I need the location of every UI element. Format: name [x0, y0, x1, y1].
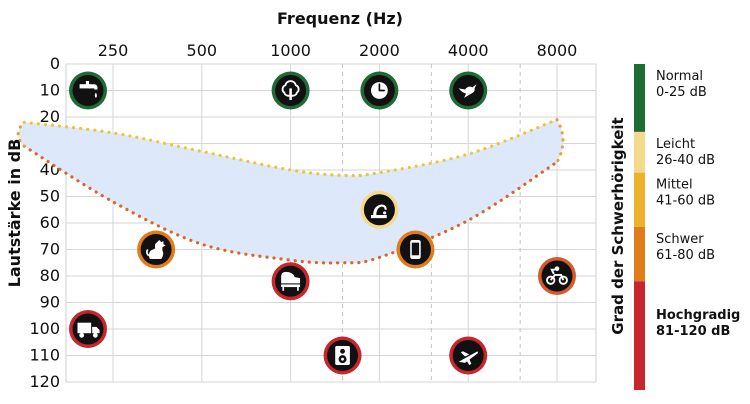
tree-icon — [281, 80, 300, 100]
legend-item-range: 26-40 dB — [656, 153, 715, 168]
data-point-clock — [360, 71, 399, 110]
y-tick-label: 80 — [40, 266, 60, 285]
x-tick-label: 1000 — [270, 41, 311, 60]
speech-banana-area — [18, 119, 563, 263]
x-tick-label: 500 — [187, 41, 218, 60]
x-tick-label: 250 — [98, 41, 129, 60]
speech-banana-left-edge — [16, 120, 26, 148]
legend-band-schwer — [634, 227, 645, 282]
data-point-tree — [271, 71, 310, 110]
point-disc — [452, 340, 484, 371]
data-point-bird — [449, 71, 488, 110]
airplane-icon — [458, 351, 478, 365]
point-disc — [541, 260, 573, 292]
legend-item-range: 0-25 dB — [656, 85, 707, 100]
legend-item-name: Schwer — [656, 232, 704, 247]
legend-band-hochgradig — [634, 281, 645, 390]
bird-icon — [458, 84, 477, 98]
point-disc — [72, 75, 104, 106]
clock-icon — [371, 82, 388, 99]
speaker-icon — [335, 346, 350, 365]
legend-item-name: Leicht — [656, 137, 695, 152]
x-tick-label: 2000 — [359, 41, 400, 60]
data-point-speaker — [323, 336, 362, 375]
legend-item-range: 61-80 dB — [656, 248, 715, 263]
y-tick-label: 60 — [40, 213, 60, 232]
data-point-motorcycle — [538, 257, 576, 295]
legend-band-normal — [634, 64, 645, 132]
y-tick-label: 120 — [29, 372, 60, 391]
legend-title: Grad der Schwerhörigkeit — [609, 117, 627, 334]
legend-item-range: 81-120 dB — [656, 324, 730, 339]
x-axis-title: Frequenz (Hz) — [277, 9, 403, 28]
data-point-dog — [137, 230, 176, 269]
faucet-dripping-icon — [371, 204, 387, 219]
speech-banana-right-edge — [555, 118, 565, 164]
dog-icon — [146, 240, 166, 259]
y-tick-label: 90 — [40, 293, 60, 312]
y-tick-label: 20 — [40, 107, 60, 126]
motorcycle-icon — [546, 266, 568, 285]
legend-band-leicht — [634, 131, 645, 173]
legend-item-name: Hochgradig — [656, 308, 740, 323]
y-tick-label: 70 — [40, 240, 60, 259]
y-tick-label: 50 — [40, 187, 60, 206]
data-point-truck — [69, 310, 107, 348]
y-tick-label: 10 — [40, 81, 60, 100]
x-tick-label: 8000 — [537, 41, 578, 60]
truck-icon — [77, 322, 100, 338]
faucet-icon — [79, 81, 98, 98]
y-axis-title: Lautstärke in dB — [5, 139, 24, 288]
data-point-piano — [271, 262, 310, 301]
data-point-faucet-dripping — [360, 190, 399, 229]
data-point-faucet — [69, 71, 107, 110]
phone-icon — [410, 240, 421, 259]
legend-item-name: Mittel — [656, 178, 693, 193]
piano-icon — [281, 271, 301, 291]
y-tick-label: 0 — [50, 54, 60, 73]
data-point-phone — [396, 230, 435, 269]
x-tick-label: 4000 — [448, 41, 489, 60]
point-disc — [363, 194, 395, 226]
data-point-airplane — [449, 336, 488, 375]
legend-item-range: 41-60 dB — [656, 194, 715, 209]
y-tick-label: 110 — [29, 346, 60, 365]
legend-item-name: Normal — [656, 69, 703, 84]
y-tick-label: 100 — [29, 319, 60, 338]
legend-band-mittel — [634, 172, 645, 227]
speech-banana-upper-edge — [22, 118, 559, 178]
